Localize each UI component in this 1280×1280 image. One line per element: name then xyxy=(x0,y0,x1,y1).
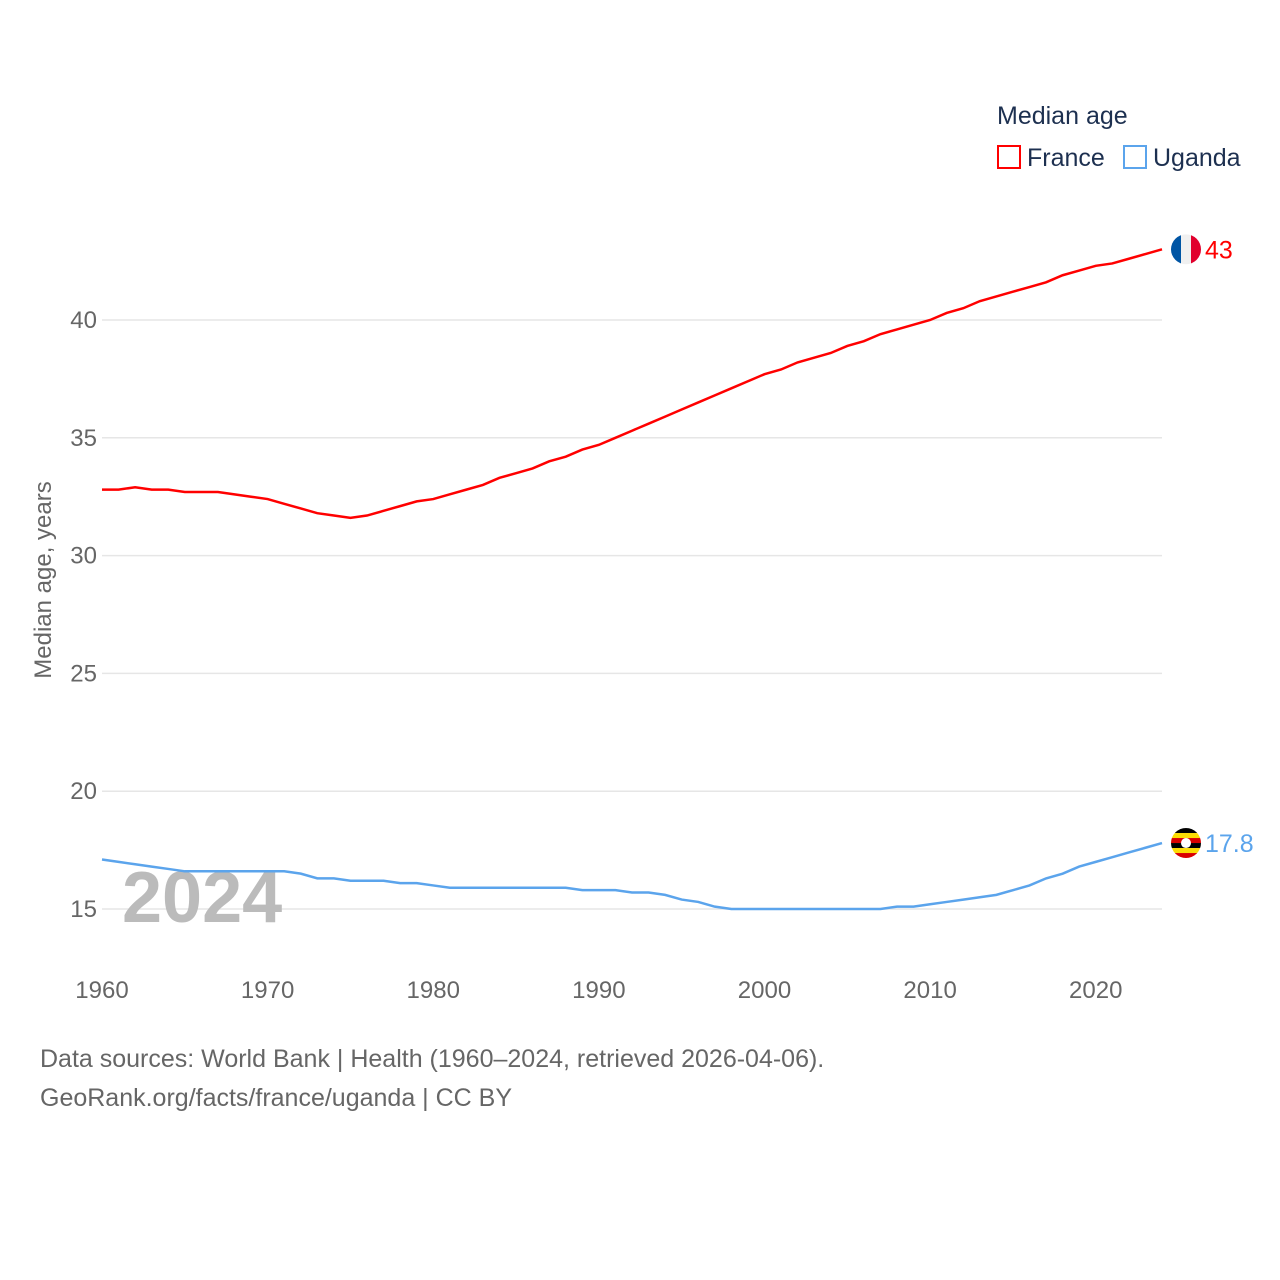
x-tick-label: 2010 xyxy=(903,977,956,1004)
y-tick-label: 25 xyxy=(70,660,97,687)
x-tick-label: 1970 xyxy=(241,977,294,1004)
y-tick-label: 40 xyxy=(70,307,97,334)
y-tick-label: 35 xyxy=(70,425,97,452)
flag-stripe xyxy=(1171,234,1181,265)
flag xyxy=(1171,828,1201,859)
flag-stripe xyxy=(1171,853,1201,859)
legend-swatch-uganda xyxy=(1123,145,1147,169)
x-tick-label: 1960 xyxy=(75,977,128,1004)
flag-stripe xyxy=(1181,234,1191,265)
flag-emblem xyxy=(1181,838,1191,849)
series-line-france xyxy=(102,248,1163,520)
x-tick-label: 1990 xyxy=(572,977,625,1004)
flag-stripe xyxy=(1171,833,1201,839)
legend-item-uganda[interactable]: Uganda xyxy=(1153,144,1241,172)
flag-stripe xyxy=(1171,848,1201,854)
x-tick-label: 2000 xyxy=(738,977,791,1004)
y-axis-label: Median age, years xyxy=(30,481,57,678)
flag-stripe xyxy=(1191,234,1201,265)
series-line-uganda xyxy=(101,841,1163,911)
legend-title: Median age xyxy=(997,102,1128,130)
france-flag-icon xyxy=(1171,234,1201,265)
y-tick-label: 15 xyxy=(70,896,97,923)
legend-swatch-france xyxy=(997,145,1021,169)
y-tick-label: 30 xyxy=(70,543,97,570)
end-value-label: 17.8 xyxy=(1205,830,1254,858)
flag-stripe xyxy=(1171,828,1201,834)
x-tick-label: 2020 xyxy=(1069,977,1122,1004)
flag xyxy=(1171,234,1201,265)
data-sources: Data sources: World Bank | Health (1960–… xyxy=(40,1045,825,1073)
year-watermark: 2024 xyxy=(122,858,282,938)
end-value-label: 43 xyxy=(1205,236,1233,264)
x-tick-label: 1980 xyxy=(407,977,460,1004)
legend-item-france[interactable]: France xyxy=(1027,144,1105,172)
uganda-flag-icon xyxy=(1171,828,1201,859)
attribution-link[interactable]: GeoRank.org/facts/france/uganda | CC BY xyxy=(40,1084,513,1112)
y-tick-label: 20 xyxy=(70,778,97,805)
